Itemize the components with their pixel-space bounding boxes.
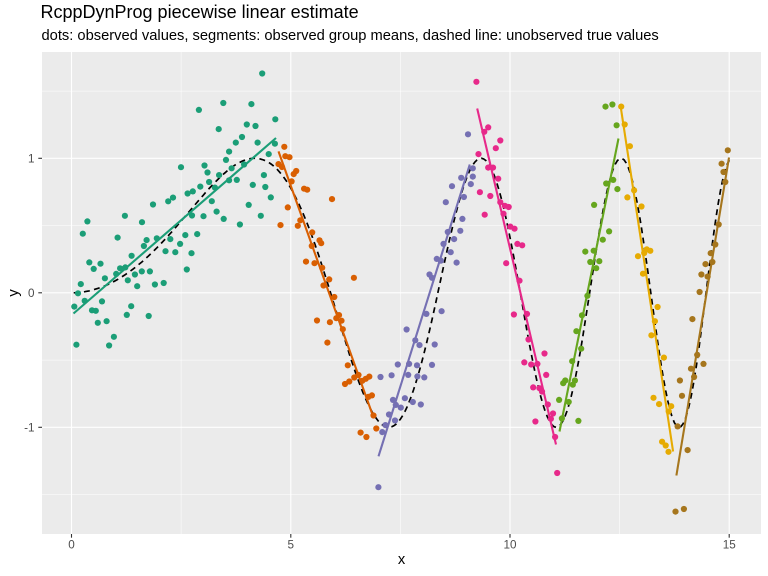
svg-text:1: 1 — [28, 153, 35, 166]
svg-text:x: x — [398, 552, 406, 568]
svg-text:15: 15 — [723, 539, 737, 552]
svg-text:0: 0 — [68, 539, 75, 552]
svg-text:5: 5 — [288, 539, 295, 552]
svg-text:-1: -1 — [24, 422, 34, 435]
svg-text:dots: observed values, segment: dots: observed values, segments: observe… — [42, 28, 659, 44]
svg-text:0: 0 — [28, 287, 35, 300]
svg-text:y: y — [6, 289, 22, 297]
svg-text:RcppDynProg piecewise linear e: RcppDynProg piecewise linear estimate — [41, 2, 359, 22]
svg-text:10: 10 — [503, 539, 517, 552]
